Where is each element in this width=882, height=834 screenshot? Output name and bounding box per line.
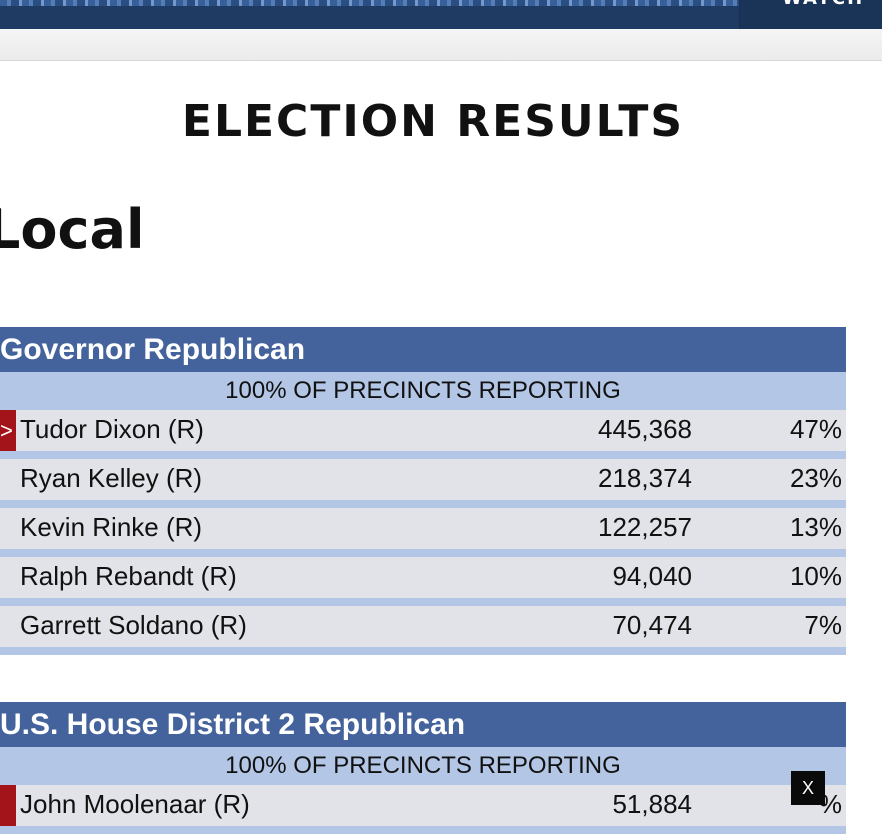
candidate-votes: 122,257 [598,512,692,542]
watch-button[interactable]: WATCH [739,0,882,29]
candidate-votes: 94,040 [612,561,692,591]
winner-marker: > [0,410,16,451]
race-title: Governor Republican [0,327,846,372]
candidate-name: John Moolenaar (R) [20,789,250,819]
page-title: ELECTION RESULTS [181,96,685,147]
race-title: U.S. House District 2 Republican [0,702,846,747]
section-title: Local [0,198,145,261]
race-table-house-district-2: U.S. House District 2 Republican 100% OF… [0,702,846,834]
candidate-name: Garrett Soldano (R) [20,610,247,640]
precincts-reporting: 100% OF PRECINCTS REPORTING [0,747,846,785]
candidate-percent: 47% [789,414,842,444]
candidate-row: Kevin Rinke (R) 122,257 13% [0,508,846,557]
candidate-percent: 7% [804,610,842,640]
candidate-votes: 445,368 [598,414,692,444]
precincts-reporting: 100% OF PRECINCTS REPORTING [0,372,846,410]
candidate-votes: 51,884 [612,789,692,819]
candidate-name: Tudor Dixon (R) [20,414,204,444]
candidate-row: Garrett Soldano (R) 70,474 7% [0,606,846,655]
winner-marker [0,785,16,826]
close-button[interactable]: X [791,771,825,805]
candidate-votes: 70,474 [612,610,692,640]
candidate-name: Ryan Kelley (R) [20,463,203,493]
banner-texture [0,0,882,6]
candidate-name: Ralph Rebandt (R) [20,561,237,591]
candidate-percent: 23% [789,463,842,493]
top-banner: WATCH [0,0,882,29]
candidate-row: John Moolenaar (R) 51,884 % [0,785,846,834]
watch-label: WATCH [782,0,864,9]
candidate-votes: 218,374 [598,463,692,493]
sub-navigation-bar [0,29,882,61]
candidate-row: Ryan Kelley (R) 218,374 23% [0,459,846,508]
candidate-row: Ralph Rebandt (R) 94,040 10% [0,557,846,606]
candidate-percent: 10% [789,561,842,591]
race-table-governor: Governor Republican 100% OF PRECINCTS RE… [0,327,846,655]
candidate-name: Kevin Rinke (R) [20,512,203,542]
candidate-row: > Tudor Dixon (R) 445,368 47% [0,410,846,459]
candidate-percent: 13% [789,512,842,542]
